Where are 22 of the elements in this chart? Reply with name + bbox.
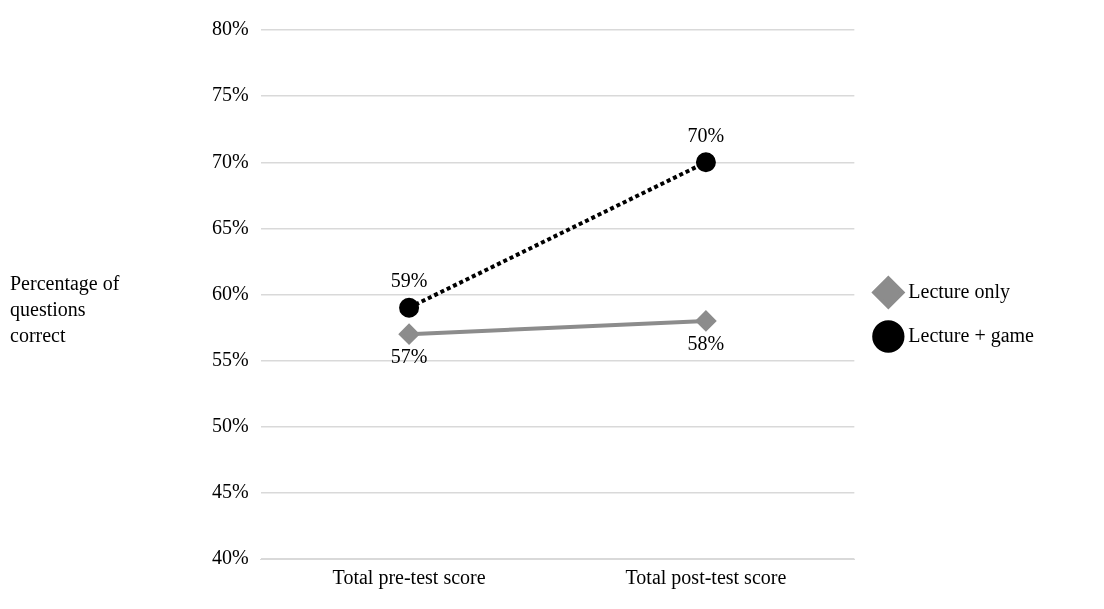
y-tick-label: 50%	[211, 414, 249, 436]
data-label: 58%	[687, 332, 725, 355]
y-axis-title: Percentage of questions correct	[10, 271, 121, 348]
y-tick-label: 40%	[211, 546, 249, 569]
legend-label: Lecture + game	[908, 323, 1035, 347]
y-tick-label: 80%	[211, 17, 249, 40]
y-tick-label: 45%	[211, 480, 249, 503]
point	[695, 152, 716, 173]
point	[399, 324, 420, 345]
data-label: 57%	[390, 345, 428, 368]
y-tick-label: 75%	[211, 83, 249, 106]
y-tick-label: 60%	[211, 281, 249, 304]
point	[695, 310, 716, 331]
x-tick-label: Total pre-test score	[332, 566, 486, 590]
data-label: 59%	[390, 268, 428, 291]
x-tick-label: Total post-test score	[625, 566, 787, 590]
data-label: 70%	[687, 123, 725, 146]
y-tick-label: 65%	[211, 215, 249, 238]
y-tick-label: 55%	[211, 347, 249, 370]
point	[399, 297, 420, 318]
legend-label: Lecture only	[908, 279, 1010, 303]
y-tick-label: 70%	[211, 149, 249, 172]
